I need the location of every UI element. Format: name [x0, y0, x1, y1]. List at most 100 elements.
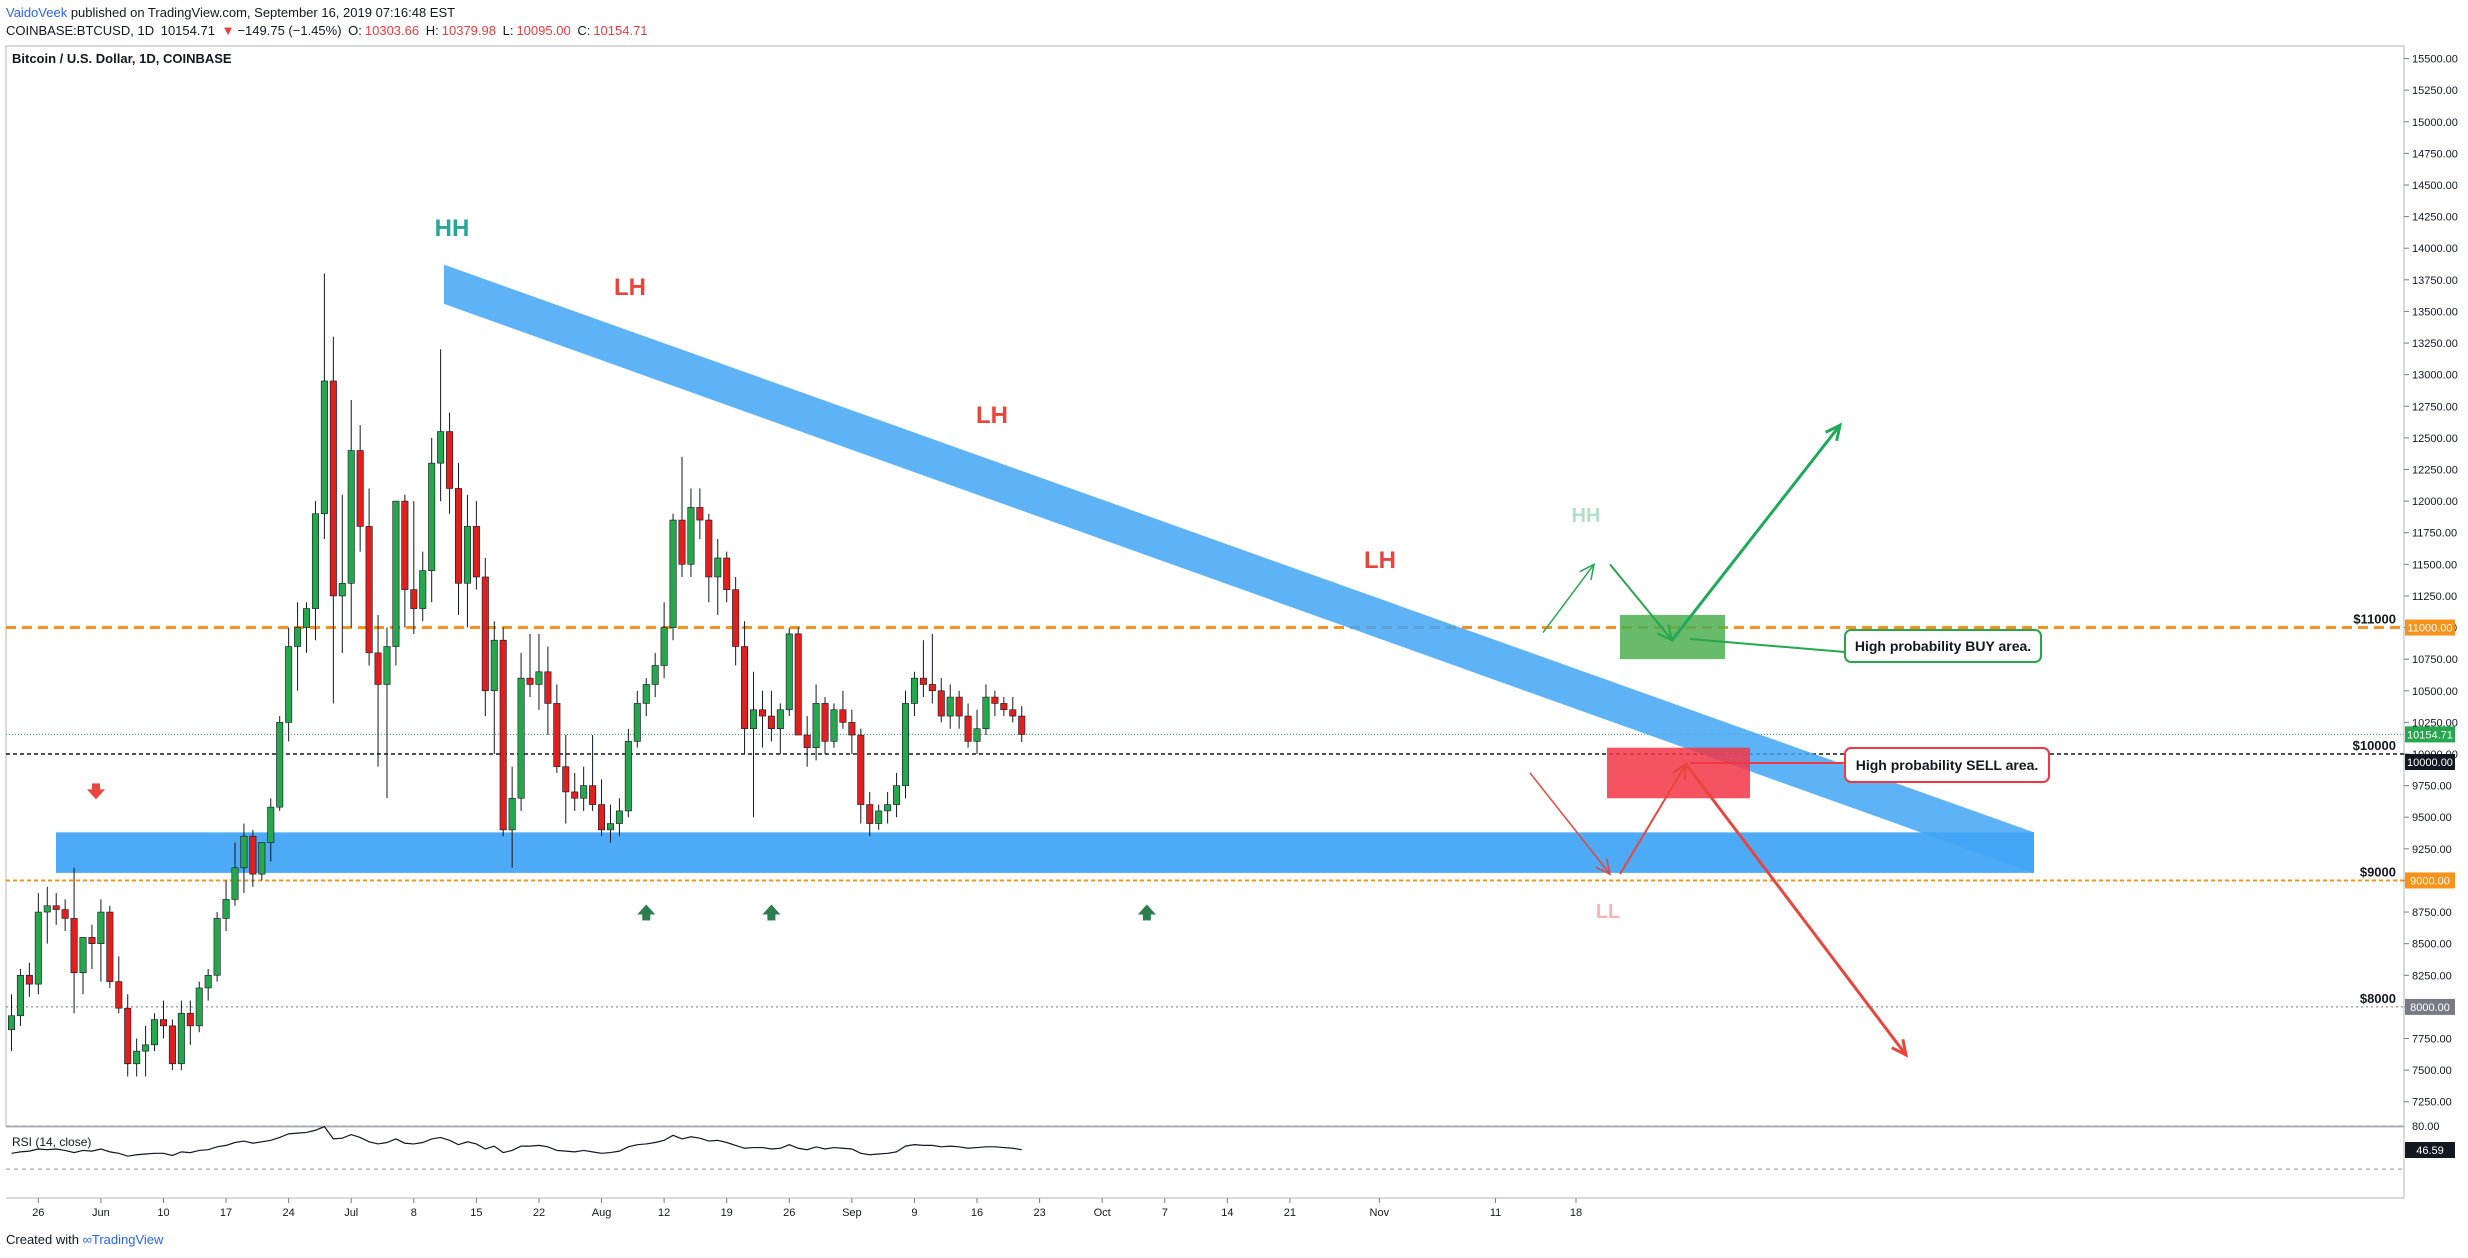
- x-tick-label: 15: [470, 1207, 482, 1219]
- descending-trendline-band[interactable]: [444, 264, 2034, 873]
- candle-body: [365, 526, 373, 654]
- candle-body: [571, 791, 579, 799]
- up-arrow-marker-stem: [642, 914, 651, 921]
- y-tick-label: 7250.00: [2412, 1097, 2452, 1109]
- tag-9000-bg: [2405, 872, 2455, 889]
- tag-8000-bg: [2405, 998, 2455, 1015]
- x-tick-label: 23: [1033, 1207, 1045, 1219]
- candle-body: [356, 450, 364, 527]
- chart-header: VaidoVeek published on TradingView.com, …: [6, 4, 651, 40]
- down-arrow-marker-stem: [92, 783, 100, 790]
- candle-body: [106, 911, 114, 982]
- candle-body: [767, 715, 775, 730]
- candle-body: [124, 1007, 132, 1065]
- candle-body: [168, 1025, 176, 1065]
- candle-body: [222, 899, 230, 919]
- y-tick-label: 14000.00: [2412, 243, 2458, 255]
- y-tick-label: 12500.00: [2412, 433, 2458, 445]
- candle-body: [249, 835, 257, 875]
- candle-body: [61, 909, 69, 919]
- lh-label-3: LH: [1364, 547, 1396, 574]
- x-tick-label: 7: [1162, 1207, 1168, 1219]
- candle-body: [991, 696, 999, 704]
- x-tick-label: Aug: [592, 1207, 612, 1219]
- sell-callout[interactable]: [1844, 747, 2050, 783]
- candle-body: [258, 842, 266, 875]
- candle-body: [213, 918, 221, 976]
- sell-area-box[interactable]: [1607, 747, 1750, 799]
- support-band[interactable]: [56, 832, 2034, 873]
- candle-body: [812, 703, 820, 748]
- ll-projection-arrow-head: [1595, 858, 1612, 876]
- x-tick-label: 22: [533, 1207, 545, 1219]
- candle-body: [732, 589, 740, 647]
- buy-area-box[interactable]: [1620, 614, 1725, 660]
- candle-body: [311, 513, 319, 609]
- candle-body: [642, 684, 650, 704]
- y-tick-label: 8750.00: [2412, 907, 2452, 919]
- candle-body: [526, 677, 534, 685]
- candle-body: [490, 639, 498, 692]
- y-tick-label: 13000.00: [2412, 370, 2458, 382]
- x-tick-label: 24: [283, 1207, 295, 1219]
- candle-body: [919, 677, 927, 685]
- buy-callout[interactable]: [1844, 629, 2042, 663]
- candle-body: [964, 715, 972, 742]
- candle-body: [329, 380, 337, 597]
- candle-body: [848, 722, 856, 736]
- y-tick-label: 13750.00: [2412, 275, 2458, 287]
- candle-body: [276, 722, 284, 808]
- candle-body: [580, 785, 588, 799]
- author-link[interactable]: VaidoVeek: [6, 5, 68, 20]
- y-tick-label: 10750.00: [2412, 654, 2458, 666]
- candle-body: [1018, 715, 1026, 735]
- lh-label-1: LH: [614, 274, 646, 301]
- hh-label-1: HH: [435, 215, 470, 242]
- buy-callout-text: High probability BUY area.: [1855, 638, 2031, 654]
- candle-body: [937, 690, 945, 717]
- up-arrow-marker-stem: [1142, 914, 1151, 921]
- candle-body: [446, 431, 454, 489]
- level-label-9000: $9000: [2360, 864, 2396, 879]
- candles: [8, 273, 1026, 1077]
- price-axis: 15500.00 15250.00 15000.00 14750.00 14500.00…: [2404, 54, 2458, 1109]
- candle-body: [88, 937, 96, 944]
- x-tick-label: 21: [1284, 1207, 1296, 1219]
- x-tick-label: 18: [1570, 1207, 1582, 1219]
- y-tick-label: 15250.00: [2412, 85, 2458, 97]
- tradingview-link[interactable]: TradingView: [91, 1232, 164, 1247]
- candle-body: [347, 450, 355, 584]
- low-label: L:: [502, 23, 514, 38]
- open-label: O:: [348, 23, 362, 38]
- candle-body: [338, 582, 346, 597]
- rsi-line: [11, 1125, 1022, 1157]
- time-axis: 26 Jun 10 17 24 Jul 8 15 22 Aug 12 19 26 Sep 9 16 23 Oct 7…: [32, 1198, 1582, 1219]
- y-tick-label: 8250.00: [2412, 970, 2452, 982]
- candle-body: [267, 806, 275, 843]
- candle-body: [70, 918, 78, 974]
- y-tick-label: 13250.00: [2412, 338, 2458, 350]
- sell-callout-text: High probability SELL area.: [1856, 757, 2039, 773]
- candle-body: [1009, 709, 1017, 717]
- hh-projection-arrow-head: [1579, 562, 1596, 581]
- x-tick-label: 16: [971, 1207, 983, 1219]
- y-tick-label: 11250.00: [2412, 591, 2457, 603]
- candle-body: [374, 652, 382, 685]
- candle-body: [884, 804, 892, 812]
- candle-body: [303, 608, 311, 628]
- candle-body: [857, 734, 865, 805]
- publish-line: VaidoVeek published on TradingView.com, …: [6, 4, 651, 22]
- y-tick-label: 12250.00: [2412, 464, 2458, 476]
- tag-11000: 11000.00: [2407, 623, 2452, 635]
- tag-10000: 10000.00: [2407, 757, 2453, 769]
- up-arrow-marker: [637, 904, 656, 915]
- candle-body: [428, 462, 436, 571]
- x-tick-label: 10: [157, 1207, 169, 1219]
- candle-body: [195, 987, 203, 1027]
- low-value: 10095.00: [516, 23, 571, 38]
- y-tick-label: 10500.00: [2412, 686, 2458, 698]
- candle-body: [651, 665, 659, 685]
- candle-body: [25, 974, 33, 985]
- candle-body: [750, 709, 758, 730]
